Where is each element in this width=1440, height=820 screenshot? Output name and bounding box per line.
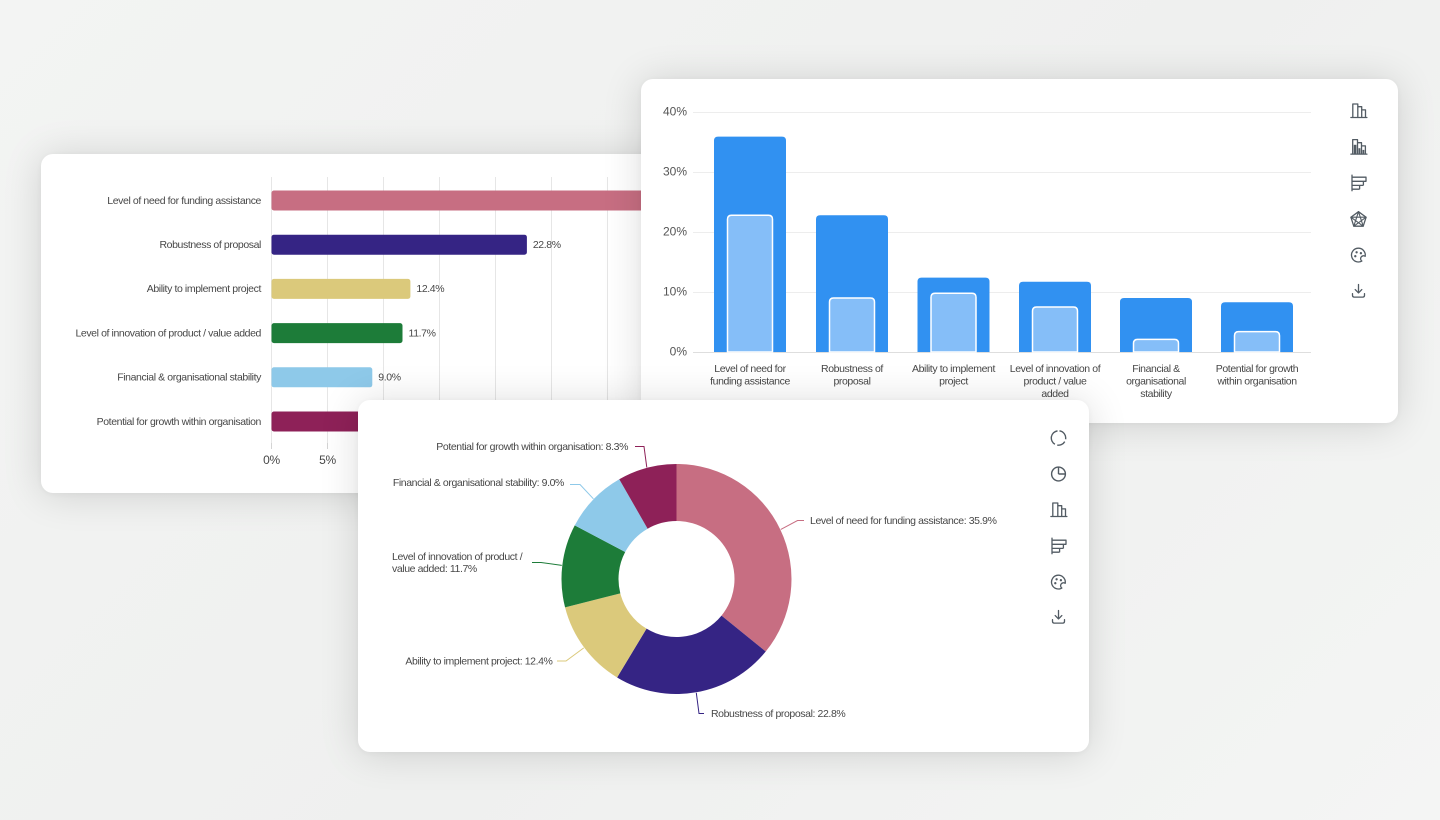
svg-text:5%: 5% — [319, 453, 336, 467]
svg-text:added: added — [1041, 388, 1069, 400]
svg-text:12.4%: 12.4% — [416, 283, 444, 295]
svg-text:organisational: organisational — [1126, 376, 1186, 388]
svg-text:9.0%: 9.0% — [378, 372, 400, 384]
svg-text:stability: stability — [1140, 388, 1173, 400]
svg-text:value added: 11.7%: value added: 11.7% — [392, 563, 477, 575]
svg-text:Robustness of: Robustness of — [821, 363, 883, 375]
svg-text:22.8%: 22.8% — [533, 239, 561, 251]
svg-text:Ability to implement project:: Ability to implement project: 12.4% — [405, 655, 552, 667]
svg-text:Robustness of proposal: 22.8%: Robustness of proposal: 22.8% — [711, 708, 845, 720]
svg-text:20%: 20% — [663, 225, 687, 239]
svg-text:Robustness of proposal: Robustness of proposal — [159, 239, 261, 251]
svg-text:30%: 30% — [663, 165, 687, 179]
svg-text:Level of innovation of: Level of innovation of — [1010, 363, 1101, 375]
svg-text:Potential for growth: Potential for growth — [1216, 363, 1299, 375]
svg-text:within organisation: within organisation — [1216, 376, 1297, 388]
svg-text:Level of need for: Level of need for — [714, 363, 786, 375]
svg-text:product / value: product / value — [1024, 376, 1087, 388]
svg-text:Ability to implement: Ability to implement — [912, 363, 996, 375]
svg-text:Level of innovation of product: Level of innovation of product / value a… — [75, 327, 261, 339]
svg-text:Level of innovation of product: Level of innovation of product / — [392, 551, 523, 563]
svg-text:Potential for growth within or: Potential for growth within organisation… — [436, 441, 628, 453]
svg-text:40%: 40% — [663, 105, 687, 119]
svg-text:project: project — [939, 376, 968, 388]
svg-text:Level of need for funding assi: Level of need for funding assistance — [107, 195, 261, 207]
svg-text:Potential for growth within or: Potential for growth within organisation — [97, 416, 262, 428]
svg-text:Level of need for funding assi: Level of need for funding assistance: 35… — [810, 515, 997, 527]
svg-text:0%: 0% — [670, 345, 688, 359]
svg-text:10%: 10% — [663, 285, 687, 299]
svg-text:Financial & organisational sta: Financial & organisational stability — [117, 372, 262, 384]
svg-text:Financial & organisational sta: Financial & organisational stability: 9.… — [393, 477, 564, 489]
svg-text:11.7%: 11.7% — [409, 327, 436, 339]
svg-text:proposal: proposal — [833, 376, 870, 388]
svg-text:funding assistance: funding assistance — [710, 376, 790, 388]
svg-text:0%: 0% — [263, 453, 280, 467]
svg-text:Financial &: Financial & — [1132, 363, 1180, 375]
svg-text:Ability to implement project: Ability to implement project — [147, 283, 262, 295]
